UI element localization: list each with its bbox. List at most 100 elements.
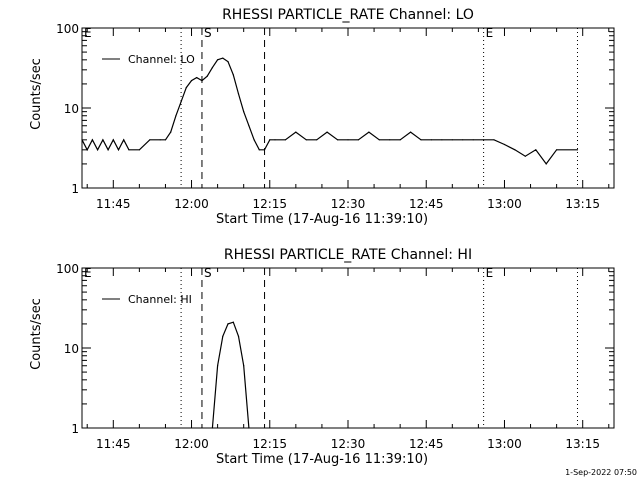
x-tick-label: 12:30	[331, 197, 366, 211]
data-point	[248, 125, 250, 127]
x-tick-label: 12:45	[409, 197, 444, 211]
data-point	[430, 139, 433, 141]
data-point	[81, 139, 83, 141]
x-tick-label: 13:15	[565, 437, 600, 451]
series-line	[211, 321, 250, 429]
series-line	[81, 57, 578, 165]
data-point	[149, 139, 151, 141]
data-point	[556, 149, 558, 151]
x-tick-label: 11:45	[96, 437, 131, 451]
data-point	[102, 139, 104, 141]
data-point	[441, 139, 443, 141]
data-point	[138, 149, 140, 151]
data-point	[243, 111, 245, 113]
data-point	[243, 365, 245, 367]
data-point	[107, 149, 109, 151]
data-point	[201, 80, 203, 82]
data-point	[316, 139, 318, 141]
data-point	[545, 163, 547, 165]
data-point	[337, 139, 339, 141]
data-point	[451, 139, 453, 141]
data-point	[576, 149, 579, 151]
x-tick-label: 13:00	[487, 437, 522, 451]
data-point	[378, 139, 380, 141]
chart-title: RHESSI PARTICLE_RATE Channel: HI	[224, 247, 472, 263]
footer-timestamp: 1-Sep-2022 07:50	[565, 468, 637, 477]
time-marker-label: E	[486, 26, 494, 40]
data-point	[295, 131, 297, 133]
data-point	[284, 139, 286, 141]
data-point	[217, 59, 219, 61]
x-tick-label: 12:45	[409, 437, 444, 451]
y-axis-label: Counts/sec	[29, 58, 44, 130]
data-point	[232, 321, 234, 323]
y-tick-label: 1	[71, 182, 79, 196]
data-point	[123, 139, 125, 141]
time-marker-label: E	[486, 266, 494, 280]
data-point	[258, 149, 260, 151]
x-tick-label: 12:00	[174, 437, 209, 451]
data-point	[128, 149, 130, 151]
data-point	[248, 427, 250, 429]
data-point	[493, 139, 495, 141]
data-point	[524, 155, 526, 157]
panel-hi: RHESSI PARTICLE_RATE Channel: HI 1 10 100 11…	[29, 247, 615, 467]
time-marker-label: S	[204, 266, 212, 280]
data-point	[117, 149, 120, 151]
data-point	[206, 75, 208, 77]
data-point	[368, 131, 370, 133]
legend-label: Channel: HI	[128, 293, 192, 306]
time-marker-label: E	[84, 266, 92, 280]
data-point	[305, 139, 307, 141]
y-tick-label: 10	[64, 102, 79, 116]
data-point	[535, 149, 537, 151]
data-point	[175, 115, 177, 117]
y-tick-label: 100	[56, 22, 79, 36]
x-axis-label: Start Time (17-Aug-16 11:39:10)	[216, 212, 428, 227]
data-point	[269, 139, 271, 141]
data-point	[91, 139, 93, 141]
data-point	[399, 139, 401, 141]
data-point	[97, 149, 99, 151]
x-tick-label: 13:00	[487, 197, 522, 211]
data-point	[222, 335, 224, 337]
x-tick-label: 12:30	[331, 437, 366, 451]
data-point	[237, 93, 240, 95]
data-point	[347, 139, 349, 141]
data-point	[190, 80, 193, 82]
panel-lo: RHESSI PARTICLE_RATE Channel: LO 1 10 100 11…	[29, 7, 615, 227]
data-point	[253, 139, 255, 141]
data-point	[237, 335, 240, 337]
data-point	[483, 139, 485, 141]
data-point	[503, 143, 506, 146]
data-point	[263, 149, 266, 151]
data-point	[112, 139, 114, 141]
data-point	[164, 139, 167, 141]
data-point	[217, 365, 219, 367]
data-point	[196, 77, 198, 79]
x-tick-label: 11:45	[96, 197, 131, 211]
data-point	[211, 67, 213, 69]
time-marker-label: S	[204, 26, 212, 40]
data-point	[410, 131, 412, 133]
data-point	[274, 139, 276, 141]
data-point	[514, 149, 516, 151]
x-axis-label: Start Time (17-Aug-16 11:39:10)	[216, 452, 428, 467]
y-tick-label: 10	[64, 342, 79, 356]
data-point	[232, 74, 234, 76]
y-axis-label: Counts/sec	[29, 298, 44, 370]
chart-title: RHESSI PARTICLE_RATE Channel: LO	[222, 7, 474, 23]
time-marker-label: E	[84, 26, 92, 40]
y-tick-label: 100	[56, 262, 79, 276]
data-point	[180, 101, 182, 103]
data-point	[86, 149, 88, 151]
plot-frame	[81, 27, 615, 189]
data-point	[420, 139, 422, 141]
plot-frame	[81, 267, 615, 429]
data-point	[222, 57, 224, 59]
data-point	[462, 139, 464, 141]
data-point	[472, 139, 474, 141]
x-tick-label: 13:15	[565, 197, 600, 211]
legend-label: Channel: LO	[128, 53, 195, 66]
